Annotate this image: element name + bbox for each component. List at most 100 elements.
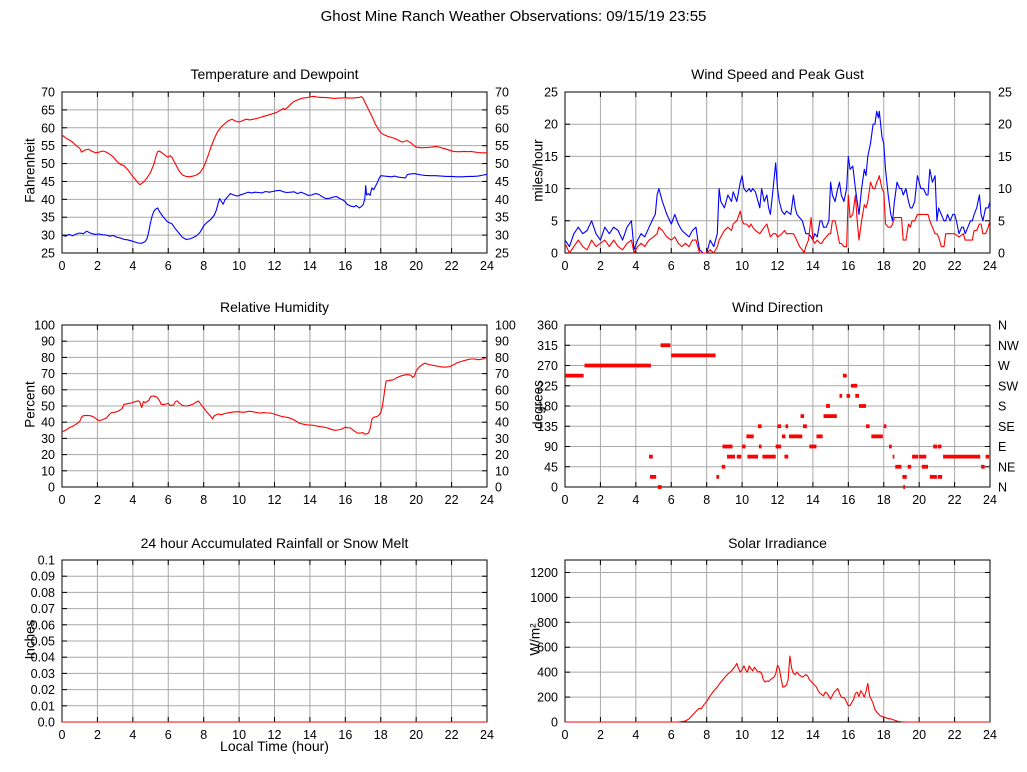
relative_humidity-line	[61, 356, 488, 435]
right-axis-label: 0	[998, 247, 1005, 261]
right-axis-label: 60	[495, 121, 509, 135]
y-tick-label: 0.07	[31, 602, 55, 616]
x-tick-label: 10	[232, 493, 246, 507]
wind-direction-dot	[842, 373, 847, 378]
y-tick-label: 30	[41, 229, 55, 243]
x-tick-label: 14	[806, 259, 820, 273]
x-tick-label: 12	[268, 259, 282, 273]
y-tick-label: 315	[537, 339, 558, 353]
right-axis-label: 65	[495, 103, 509, 117]
x-tick-label: 10	[735, 493, 749, 507]
right-axis-label: 55	[495, 139, 509, 153]
right-axis-label: N	[998, 481, 1007, 495]
x-tick-label: 6	[165, 728, 172, 742]
right-axis-label: 10	[495, 464, 509, 478]
chart-title: Temperature and Dewpoint	[190, 66, 359, 82]
x-tick-label: 14	[806, 728, 820, 742]
wind-direction-dot	[726, 444, 730, 449]
x-tick-label: 24	[983, 259, 997, 273]
x-tick-label: 16	[841, 259, 855, 273]
x-tick-label: 12	[771, 728, 785, 742]
chart-title: 24 hour Accumulated Rainfall or Snow Mel…	[140, 535, 409, 551]
wind-direction-dot	[657, 485, 662, 489]
right-axis-label: 30	[495, 432, 509, 446]
x-tick-label: 10	[232, 728, 246, 742]
y-tick-label: 10	[544, 182, 558, 196]
y-tick-label: 1200	[530, 566, 558, 580]
x-tick-label: 4	[129, 493, 136, 507]
x-tick-label: 2	[94, 728, 101, 742]
x-tick-label: 22	[445, 259, 459, 273]
x-tick-label: 24	[983, 493, 997, 507]
x-tick-label: 6	[165, 259, 172, 273]
x-tick-label: 0	[59, 493, 66, 507]
wind-direction-dot	[757, 424, 762, 429]
right-axis-label: W	[998, 359, 1010, 373]
right-axis-label: 60	[495, 383, 509, 397]
x-tick-label: 24	[480, 493, 494, 507]
wind-direction-dot	[937, 444, 942, 449]
y-tick-label: 360	[537, 319, 558, 333]
right-axis-label: 15	[998, 150, 1012, 164]
wind-direction-dot	[648, 454, 653, 459]
x-tick-label: 2	[597, 259, 604, 273]
y-tick-label: 70	[41, 86, 55, 100]
x-tick-label: 24	[983, 728, 997, 742]
y-tick-label: 400	[537, 666, 558, 680]
y-tick-label: 70	[41, 367, 55, 381]
right-axis-label: 20	[998, 118, 1012, 132]
y-tick-label: 0.06	[31, 618, 55, 632]
y-tick-label: 0	[551, 481, 558, 495]
y-tick-label: 0.0	[38, 716, 55, 730]
x-tick-label: 2	[94, 493, 101, 507]
right-axis-label: 20	[495, 448, 509, 462]
right-axis-label: 50	[495, 157, 509, 171]
y-tick-label: 0.09	[31, 570, 55, 584]
x-tick-label: 20	[409, 259, 423, 273]
x-tick-label: 24	[480, 728, 494, 742]
x-tick-label: 14	[303, 259, 317, 273]
right-axis-label: 40	[495, 416, 509, 430]
right-axis-label: NW	[998, 339, 1019, 353]
y-tick-label: 0	[48, 481, 55, 495]
x-tick-label: 20	[912, 493, 926, 507]
x-tick-label: 4	[129, 728, 136, 742]
x-tick-label: 6	[668, 728, 675, 742]
x-tick-label: 16	[338, 493, 352, 507]
x-tick-label: 22	[948, 493, 962, 507]
y-tick-label: 35	[41, 211, 55, 225]
x-tick-label: 8	[200, 728, 207, 742]
wind_speed-line	[564, 175, 991, 254]
x-tick-label: 4	[632, 259, 639, 273]
y-tick-label: 25	[544, 86, 558, 100]
y-tick-label: 180	[537, 400, 558, 414]
y-tick-label: 15	[544, 150, 558, 164]
y-tick-label: 0.01	[31, 699, 55, 713]
x-tick-label: 8	[703, 259, 710, 273]
right-axis-label: E	[998, 440, 1006, 454]
x-tick-label: 4	[632, 493, 639, 507]
x-tick-label: 4	[129, 259, 136, 273]
x-tick-label: 14	[806, 493, 820, 507]
x-tick-label: 18	[877, 728, 891, 742]
y-tick-label: 90	[41, 335, 55, 349]
right-axis-label: 35	[495, 211, 509, 225]
y-tick-label: 60	[41, 383, 55, 397]
right-axis-label: 50	[495, 400, 509, 414]
right-axis-label: 45	[495, 175, 509, 189]
x-tick-label: 20	[409, 728, 423, 742]
right-axis-label: 10	[998, 182, 1012, 196]
y-tick-label: 0.02	[31, 683, 55, 697]
x-tick-label: 2	[597, 728, 604, 742]
y-tick-label: 45	[41, 175, 55, 189]
x-tick-label: 22	[948, 259, 962, 273]
right-axis-label: N	[998, 319, 1007, 333]
y-tick-label: 55	[41, 139, 55, 153]
wind-direction-dot	[803, 424, 807, 429]
y-tick-label: 50	[41, 400, 55, 414]
y-tick-label: 225	[537, 379, 558, 393]
right-axis-label: 70	[495, 86, 509, 100]
x-tick-label: 0	[562, 728, 569, 742]
